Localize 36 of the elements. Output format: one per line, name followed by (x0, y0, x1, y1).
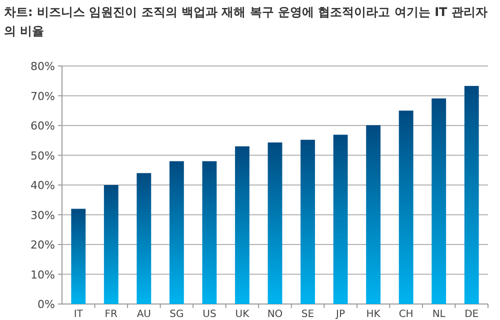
bar (136, 173, 152, 304)
x-tick-label: SG (170, 309, 184, 320)
bar (464, 86, 479, 304)
bar (71, 208, 86, 304)
y-tick-label: 50% (30, 149, 55, 162)
bar (235, 146, 250, 304)
bar (169, 161, 184, 304)
y-tick-label: 80% (30, 60, 55, 73)
y-tick-label: 40% (30, 179, 55, 192)
y-tick-label: 60% (30, 120, 55, 132)
y-tick-label: 10% (30, 268, 55, 282)
y-tick-label: 20% (30, 238, 55, 252)
x-tick-label: UK (235, 309, 250, 320)
bar (432, 98, 446, 304)
x-tick-label: NL (432, 309, 446, 320)
bar (300, 140, 315, 304)
x-tick-label: CH (398, 309, 414, 320)
bar (104, 185, 118, 304)
x-tick-label: FR (104, 309, 118, 320)
bar (268, 142, 282, 304)
x-tick-label: NO (267, 309, 283, 320)
y-tick-label: 0% (38, 298, 55, 311)
x-tick-label: JP (335, 309, 346, 320)
x-tick-label: IT (74, 309, 84, 320)
y-tick-label: 70% (30, 90, 55, 103)
bar (333, 134, 348, 304)
bar (398, 110, 414, 304)
bar (202, 161, 217, 304)
x-tick-label: US (202, 309, 216, 320)
chart-title: 차트: 비즈니스 임원진이 조직의 백업과 재해 복구 운영에 협조적이라고 여기는 IT 관리자의 비율 (4, 4, 488, 40)
y-tick-label: 30% (30, 208, 55, 222)
x-tick-label: AU (136, 309, 152, 320)
bar (366, 125, 381, 304)
x-tick-label: HK (366, 309, 381, 320)
x-tick-label: SE (301, 309, 314, 320)
x-tick-label: DE (464, 309, 479, 320)
